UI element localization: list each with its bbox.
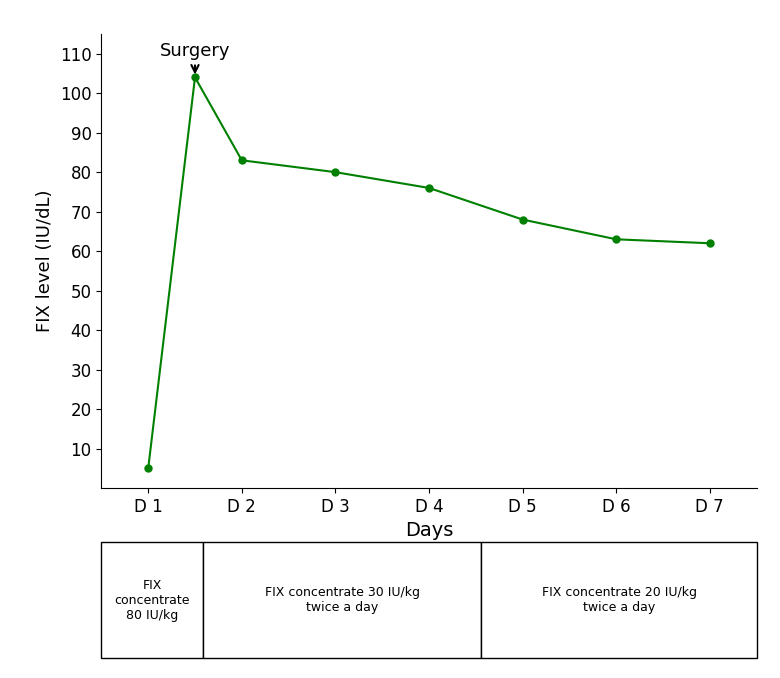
Y-axis label: FIX level (IU/dL): FIX level (IU/dL) [37, 190, 55, 332]
Text: FIX concentrate 30 IU/kg
twice a day: FIX concentrate 30 IU/kg twice a day [264, 586, 420, 614]
Text: Surgery: Surgery [160, 42, 230, 73]
Text: FIX concentrate 20 IU/kg
twice a day: FIX concentrate 20 IU/kg twice a day [541, 586, 697, 614]
X-axis label: Days: Days [405, 521, 453, 540]
Text: FIX
concentrate
80 IU/kg: FIX concentrate 80 IU/kg [115, 578, 190, 622]
